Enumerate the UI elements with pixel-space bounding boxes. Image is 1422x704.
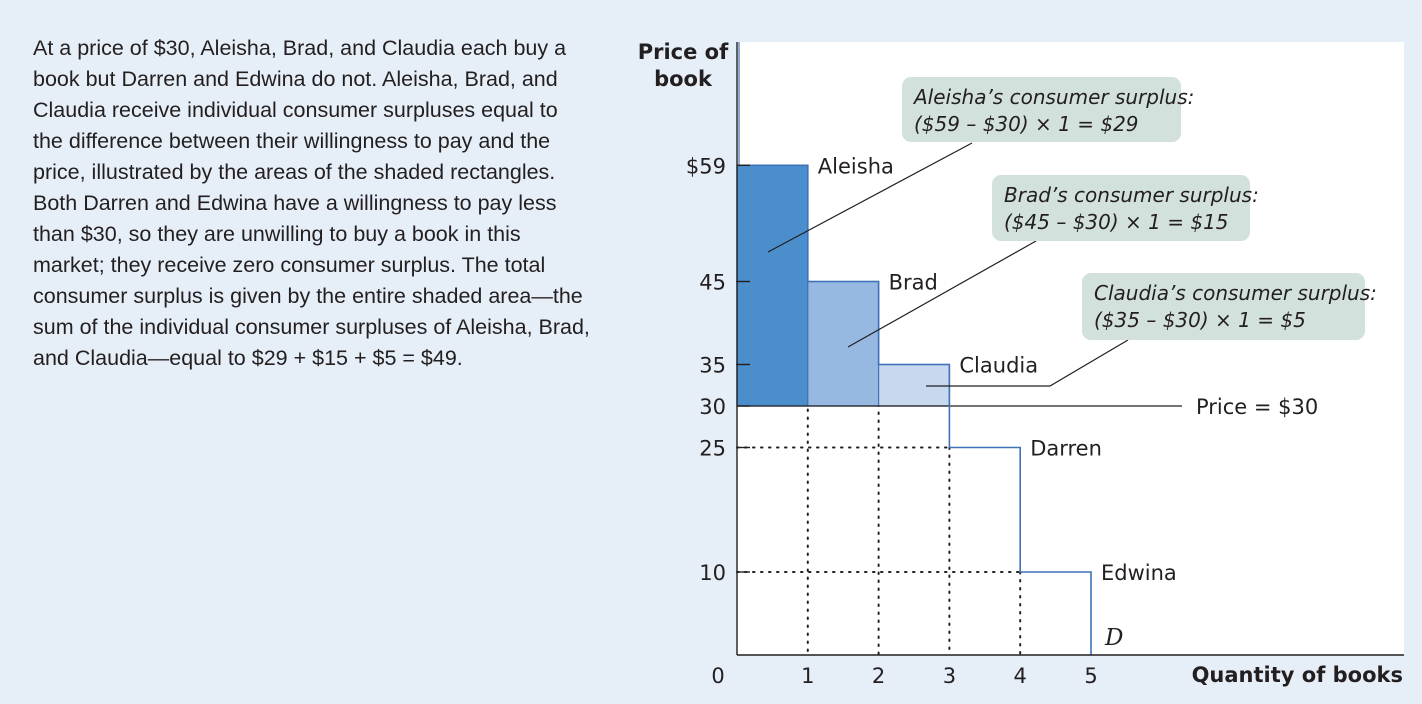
surplus-bar <box>877 363 950 407</box>
x-axis-title: Quantity of books <box>1192 663 1403 687</box>
callout-leader <box>926 339 1129 387</box>
y-tick-label: $59 <box>686 154 726 178</box>
x-tick-label: 4 <box>1014 664 1027 688</box>
consumer-label: Darren <box>1030 437 1102 461</box>
callout-title: Claudia’s consumer surplus: <box>1094 281 1377 305</box>
callout-box <box>992 175 1250 241</box>
callout-formula: ($45 – $30) × 1 = $15 <box>1004 210 1229 234</box>
demand-curve-label: D <box>1104 625 1123 651</box>
consumer-label: Claudia <box>959 354 1038 378</box>
surplus-bar <box>807 280 880 407</box>
callout-formula: ($35 – $30) × 1 = $5 <box>1094 308 1306 332</box>
y-tick-label: 45 <box>699 271 726 295</box>
price-label: Price = $30 <box>1196 395 1318 419</box>
callout-box <box>1082 273 1365 340</box>
consumer-label: Edwina <box>1101 561 1177 585</box>
x-tick-label: 1 <box>801 664 814 688</box>
y-tick-label: 35 <box>699 354 726 378</box>
callout-leader <box>767 142 973 253</box>
consumer-label: Brad <box>889 271 938 295</box>
demand-curve <box>737 164 1092 655</box>
y-tick-label: 10 <box>699 561 726 585</box>
x-tick-label: 2 <box>872 664 885 688</box>
y-axis-title: Price of <box>638 40 729 64</box>
consumer-label: Aleisha <box>818 154 894 178</box>
callout-formula: ($59 – $30) × 1 = $29 <box>914 112 1139 136</box>
x-tick-label: 5 <box>1084 664 1097 688</box>
callout-title: Aleisha’s consumer surplus: <box>912 85 1194 109</box>
y-axis-title: book <box>654 67 713 91</box>
x-tick-label: 3 <box>943 664 956 688</box>
surplus-bar <box>736 164 809 407</box>
y-tick-label: 30 <box>699 395 726 419</box>
y-tick-label: 25 <box>699 437 726 461</box>
callout-leader <box>847 240 1037 348</box>
callout-title: Brad’s consumer surplus: <box>1004 183 1259 207</box>
x-tick-label: 0 <box>711 664 724 688</box>
figure-caption: At a price of $30, Aleisha, Brad, and Cl… <box>33 36 590 370</box>
callout-box <box>902 77 1181 142</box>
